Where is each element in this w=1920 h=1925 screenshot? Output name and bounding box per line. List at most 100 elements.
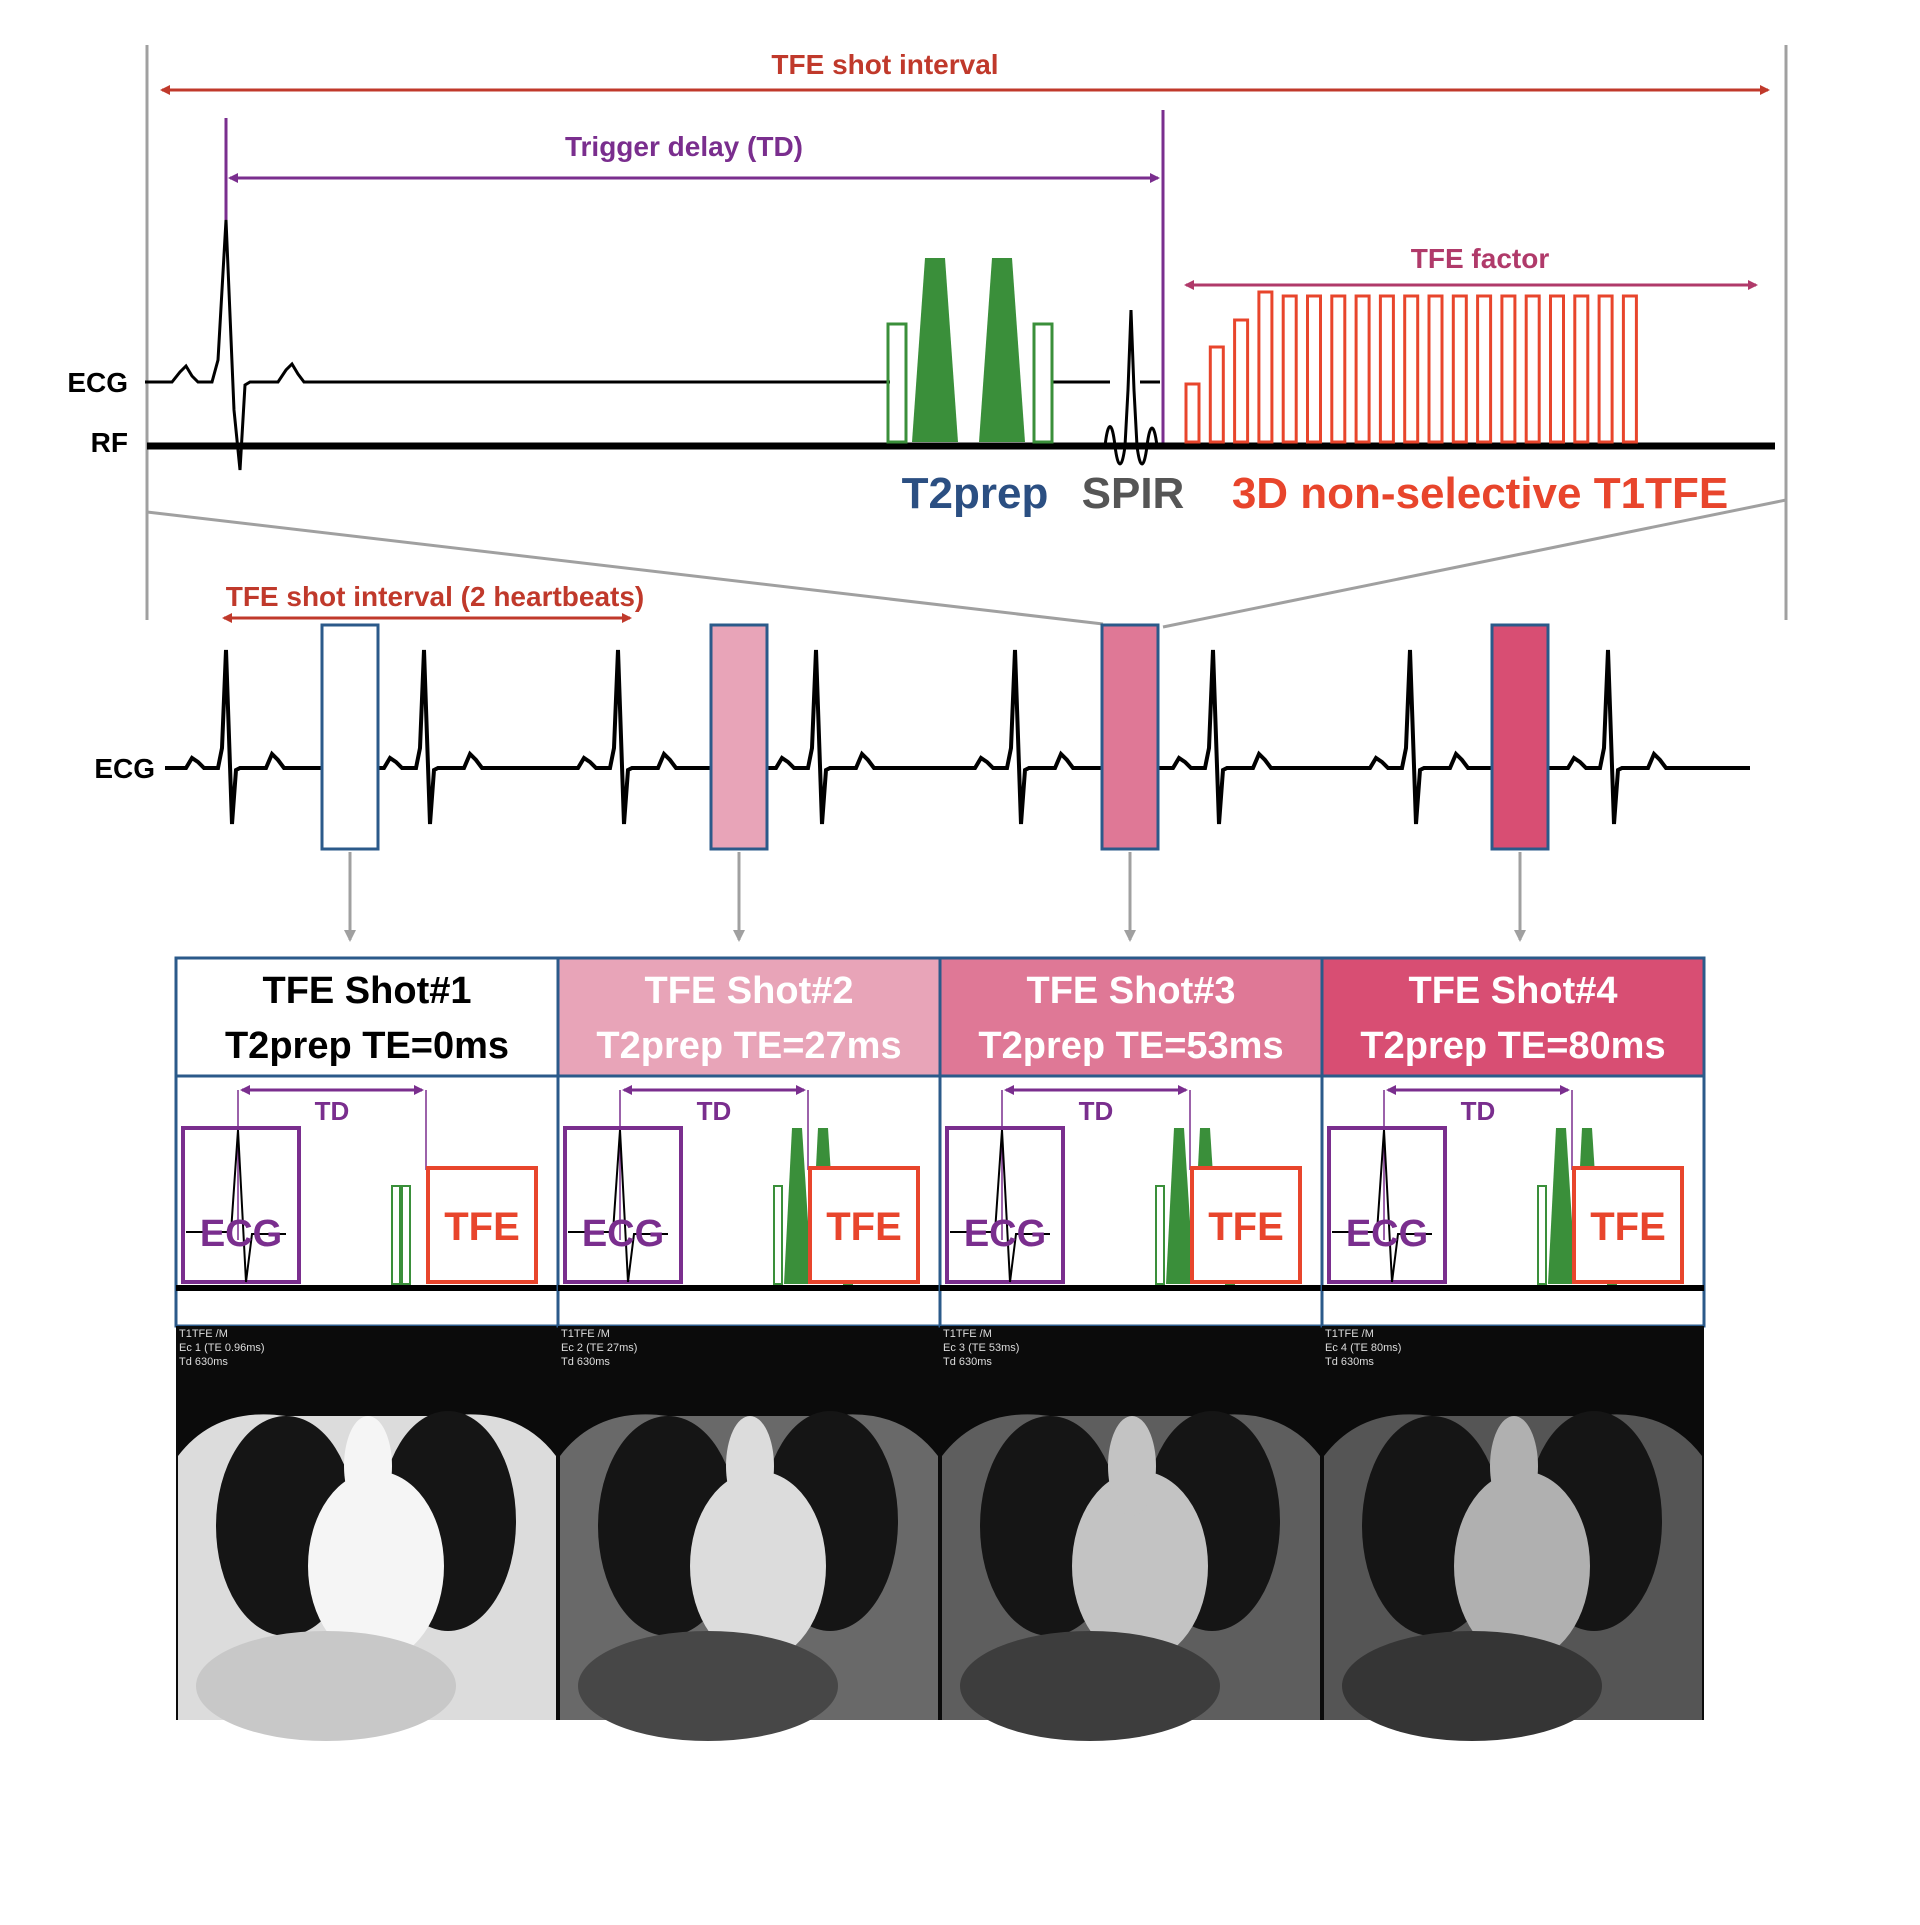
t2prep-label: T2prep — [902, 469, 1049, 518]
mr-heart — [1072, 1471, 1208, 1661]
mr-image-annotation: Td 630ms — [179, 1356, 228, 1368]
mini-ecg-trace — [950, 1129, 1050, 1283]
tfe-readout-pulse — [1451, 294, 1468, 444]
ecg-box-label: ECG — [582, 1213, 664, 1255]
ecg-box — [1327, 1126, 1447, 1284]
mr-image-annotation: T1TFE /M — [1325, 1328, 1374, 1340]
ecg-box-label: ECG — [1346, 1213, 1428, 1255]
shot-markers — [320, 623, 1550, 942]
shot-title: TFE Shot#3 — [1026, 970, 1235, 1012]
mini-t2prep-hard-pulse — [773, 1185, 783, 1285]
tfe-readout-pulse — [1524, 294, 1541, 444]
mini-ecg-trace — [568, 1129, 668, 1283]
tfe-readout-pulse — [1257, 290, 1274, 444]
tfe-box-label: TFE — [1208, 1205, 1284, 1249]
tfe-readout-pulse — [1500, 294, 1517, 444]
mr-image-annotation: T1TFE /M — [179, 1328, 228, 1340]
tfe-factor-label: TFE factor — [1411, 243, 1550, 274]
ecg-box — [181, 1126, 301, 1284]
ecg-box — [563, 1126, 683, 1284]
tfe-readout-pulse — [1208, 345, 1225, 444]
top-ecg-label: ECG — [67, 367, 128, 398]
mr-liver — [578, 1631, 838, 1741]
shot-window-box — [1490, 623, 1550, 851]
mr-image-annotation: T1TFE /M — [943, 1328, 992, 1340]
t1tfe-label: 3D non-selective T1TFE — [1232, 469, 1728, 518]
mr-image-annotation: Td 630ms — [943, 1356, 992, 1368]
td-label: TD — [1461, 1096, 1496, 1126]
mr-heart — [308, 1471, 444, 1661]
mini-t2prep-refocus-pulse — [1166, 1128, 1194, 1284]
td-label: TD — [1079, 1096, 1114, 1126]
td-label: TD — [315, 1096, 350, 1126]
ecg-box — [945, 1126, 1065, 1284]
shot-column-4: TFE Shot#4 T2prep TE=80ms TD ECG TFE T1TFE /M… — [1320, 956, 1706, 1741]
t2prep-refocus-pulse — [912, 258, 958, 442]
tfe-readout-pulse — [1233, 318, 1250, 444]
middle-ecg-label: ECG — [94, 753, 155, 784]
tfe-readout-pulse — [1573, 294, 1590, 444]
shot-window-box — [1100, 623, 1160, 851]
tfe-readout-pulse — [1597, 294, 1614, 444]
shot-column-1: TFE Shot#1 T2prep TE=0ms TD ECG TFE T1TFE /M E… — [174, 956, 560, 1741]
zoom-line-left — [146, 510, 1104, 626]
tfe-readout-pulse — [1281, 294, 1298, 444]
shot-column-2: TFE Shot#2 T2prep TE=27ms TD ECG TFE T1TFE /M… — [556, 956, 942, 1741]
spir-pulse — [1103, 309, 1159, 466]
tfe-readout-pulse — [1549, 294, 1565, 444]
tfe-readout-pulse — [1330, 294, 1347, 444]
tfe-shot-interval-label: TFE shot interval — [771, 49, 998, 80]
mr-image-panel: T1TFE /M Ec 2 (TE 27ms) Td 630ms — [558, 1326, 940, 1741]
mini-t2prep-hard-pulse — [1537, 1185, 1547, 1285]
mr-image-annotation: Td 630ms — [1325, 1356, 1374, 1368]
td-label: TD — [697, 1096, 732, 1126]
shot-column-3: TFE Shot#3 T2prep TE=53ms TD ECG TFE T1TFE /M… — [938, 956, 1324, 1741]
mini-ecg-trace — [186, 1129, 286, 1283]
tfe-box — [1572, 1166, 1684, 1284]
mr-heart — [690, 1471, 826, 1661]
shot-subtitle: T2prep TE=0ms — [225, 1025, 509, 1067]
tfe-box — [808, 1166, 920, 1284]
shot-subtitle: T2prep TE=27ms — [596, 1025, 901, 1067]
mr-heart — [1454, 1471, 1590, 1661]
mr-image-annotation: T1TFE /M — [561, 1328, 610, 1340]
tfe-readout-pulse — [1184, 382, 1201, 444]
tfe-readout-pulse — [1427, 294, 1444, 444]
shot-window-box — [709, 623, 769, 851]
tfe-readout-pulse — [1354, 294, 1371, 444]
mr-image-annotation: Td 630ms — [561, 1356, 610, 1368]
heartbeat-diagram: TFE shot interval (2 heartbeats) ECG — [94, 581, 1750, 942]
t2prep-refocus-pulse — [979, 258, 1025, 442]
two-heartbeat-interval-label: TFE shot interval (2 heartbeats) — [226, 581, 645, 612]
mini-t2prep-refocus-pulse — [784, 1128, 812, 1284]
t2prep-pulses — [886, 258, 1054, 444]
shot-title: TFE Shot#2 — [644, 970, 853, 1012]
top-sequence-diagram: TFE shot interval Trigger delay (TD) TFE… — [67, 45, 1788, 629]
tfe-readout-pulse — [1378, 294, 1395, 444]
shot-title: TFE Shot#4 — [1408, 970, 1617, 1012]
spir-label: SPIR — [1082, 469, 1185, 518]
tfe-readout-pulse — [1306, 294, 1322, 444]
tfe-readout-pulse — [1403, 294, 1420, 444]
tfe-readout-pulse — [1476, 294, 1493, 444]
mini-t2prep-hard-pulse — [1155, 1185, 1165, 1285]
mr-aorta — [1108, 1416, 1156, 1516]
tfe-box-label: TFE — [826, 1205, 902, 1249]
middle-ecg-trace — [165, 649, 1750, 825]
mr-image-panel: T1TFE /M Ec 4 (TE 80ms) Td 630ms — [1322, 1326, 1704, 1741]
shot-header-cell — [556, 956, 942, 1078]
mr-image-annotation: Ec 3 (TE 53ms) — [943, 1342, 1019, 1354]
ecg-box-label: ECG — [964, 1213, 1046, 1255]
shot-window-box — [320, 623, 380, 851]
mini-ecg-trace — [1332, 1129, 1432, 1283]
tfe-readout-pulse — [1621, 294, 1638, 444]
mr-liver — [960, 1631, 1220, 1741]
t2prep-hard-pulse — [886, 322, 908, 444]
trigger-delay-label: Trigger delay (TD) — [565, 131, 803, 162]
tfe-box — [426, 1166, 538, 1284]
mr-image-panel: T1TFE /M Ec 3 (TE 53ms) Td 630ms — [940, 1326, 1322, 1741]
mr-liver — [1342, 1631, 1602, 1741]
mr-aorta — [1490, 1416, 1538, 1516]
tfe-box-label: TFE — [444, 1205, 520, 1249]
